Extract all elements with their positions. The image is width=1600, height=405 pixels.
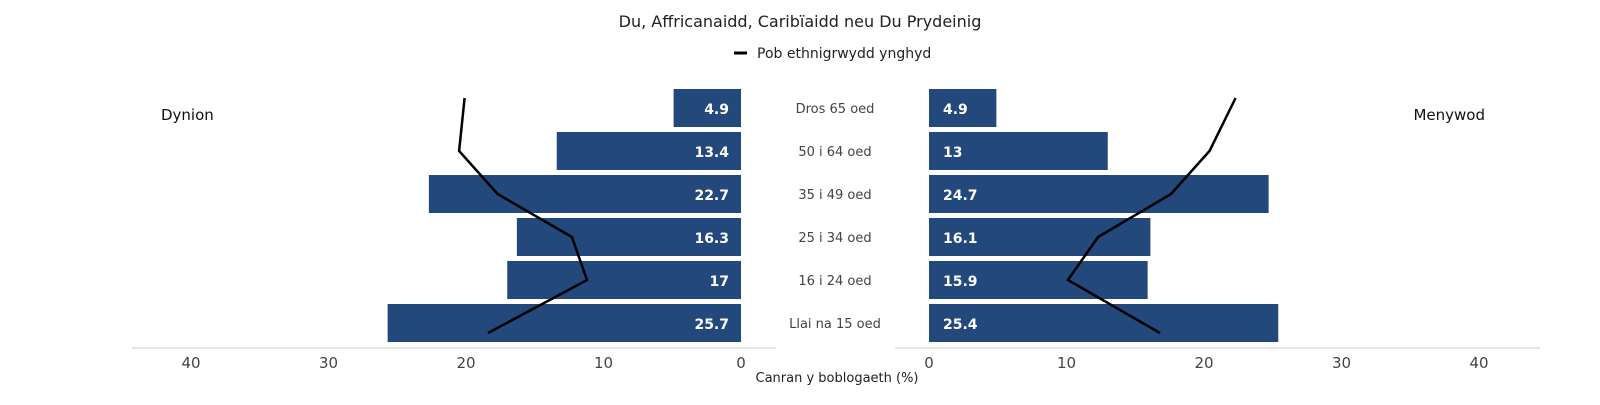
legend: Pob ethnigrwydd ynghyd [734,46,931,62]
bar-male [428,175,741,213]
category-label: Dros 65 oed [796,102,875,117]
category-label: 16 i 24 oed [798,274,871,289]
category-label: 35 i 49 oed [798,188,871,203]
bars-group: 4.9 4.9 13.4 13 22.7 24.7 16.3 16.1 17 15.9 25.7 25… [387,89,1279,342]
data-label-male: 22.7 [694,188,729,204]
bar-female [929,261,1148,299]
x-tick-label-right: 0 [924,354,934,372]
bar-male [556,132,741,170]
data-label-male: 17 [710,274,729,290]
data-label-female: 4.9 [943,102,968,118]
bar-female [929,89,997,127]
x-tick-label-left: 30 [319,354,338,372]
data-label-female: 25.4 [943,317,978,333]
x-tick-label-right: 20 [1194,354,1213,372]
bar-female [929,218,1151,256]
reference-lines-group [457,97,1237,335]
reference-line-female [1066,97,1237,335]
chart-title: Du, Affricanaidd, Caribïaidd neu Du Pryd… [619,12,982,31]
bar-male [387,304,741,342]
right-panel-label: Menywod [1413,106,1485,124]
bar-female [929,175,1269,213]
data-label-male: 25.7 [694,317,729,333]
bar-male [516,218,741,256]
category-label: 25 i 34 oed [798,231,871,246]
x-tick-label-left: 10 [594,354,613,372]
left-panel-label: Dynion [161,106,214,124]
x-tick-label-left: 40 [181,354,200,372]
axes-group: 0 0 10 10 20 20 30 30 40 40 [132,347,1540,372]
data-label-female: 16.1 [943,231,978,247]
x-tick-label-right: 40 [1469,354,1488,372]
x-tick-label-right: 10 [1057,354,1076,372]
data-label-female: 15.9 [943,274,978,290]
x-axis-title: Canran y boblogaeth (%) [756,371,919,386]
category-labels-group: Dros 65 oed 50 i 64 oed 35 i 49 oed 25 i 34… [789,102,881,332]
data-label-male: 4.9 [704,102,729,118]
x-tick-label-left: 20 [456,354,475,372]
bar-female [929,304,1279,342]
bar-male [507,261,741,299]
data-label-male: 16.3 [694,231,729,247]
category-label: Llai na 15 oed [789,317,881,332]
data-label-male: 13.4 [694,145,729,161]
bar-female [929,132,1108,170]
legend-entry-all-ethnicities: Pob ethnigrwydd ynghyd [757,46,931,62]
reference-line-male [457,97,589,335]
x-tick-label-right: 30 [1332,354,1351,372]
x-tick-label-left: 0 [736,354,746,372]
bar-male [673,89,741,127]
data-label-female: 13 [943,145,962,161]
data-label-female: 24.7 [943,188,978,204]
category-label: 50 i 64 oed [798,145,871,160]
